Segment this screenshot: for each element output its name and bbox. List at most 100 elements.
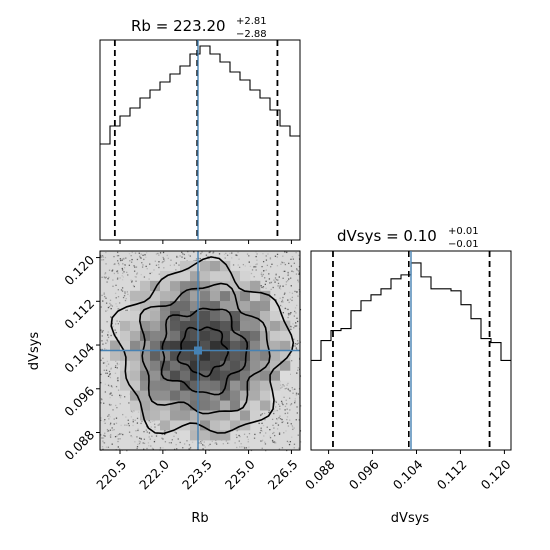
scatter-point — [295, 273, 298, 275]
scatter-point — [289, 409, 291, 411]
scatter-point — [102, 437, 105, 439]
density-cell — [260, 290, 271, 302]
density-cell — [260, 390, 271, 401]
density-cell — [250, 280, 261, 292]
scatter-point — [211, 440, 213, 443]
scatter-point — [132, 421, 134, 423]
density-cell — [230, 420, 241, 431]
scatter-point — [136, 258, 139, 261]
density-cell — [180, 260, 191, 272]
scatter-point — [116, 251, 119, 254]
scatter-point — [124, 396, 126, 398]
scatter-point — [269, 257, 272, 259]
scatter-point — [105, 310, 107, 312]
scatter-point — [117, 446, 119, 448]
scatter-point — [153, 420, 155, 422]
hist-dvsys-bar — [491, 343, 501, 450]
scatter-point — [293, 443, 296, 445]
scatter-point — [139, 441, 141, 443]
density-cell — [190, 340, 201, 351]
scatter-point — [255, 263, 257, 266]
scatter-point — [102, 448, 104, 450]
scatter-point — [103, 276, 106, 278]
y-tick-label-dvsys: 0.088 — [61, 427, 97, 463]
scatter-point — [145, 429, 147, 431]
scatter-point — [268, 278, 271, 280]
scatter-point — [277, 285, 279, 287]
density-cell — [230, 340, 241, 351]
scatter-point — [289, 441, 292, 443]
scatter-point — [214, 442, 216, 444]
scatter-point — [263, 435, 265, 437]
scatter-point — [275, 274, 277, 276]
scatter-point — [176, 256, 179, 259]
scatter-point — [117, 296, 120, 298]
scatter-point — [178, 264, 180, 266]
scatter-point — [154, 439, 156, 441]
scatter-point — [122, 296, 125, 299]
density-cell — [230, 380, 241, 391]
density-cell — [220, 270, 231, 282]
scatter-point — [243, 447, 246, 449]
scatter-point — [116, 278, 119, 280]
scatter-point — [283, 396, 285, 398]
density-cell — [150, 390, 161, 401]
density-cell — [220, 280, 231, 292]
density-cell — [240, 320, 251, 331]
scatter-point — [107, 336, 110, 338]
scatter-point — [272, 286, 274, 289]
scatter-point — [215, 443, 218, 445]
x-axis-label-dvsys: dVsys — [391, 511, 430, 526]
scatter-point — [162, 256, 164, 259]
scatter-point — [117, 438, 119, 440]
y-tick-label-dvsys: 0.096 — [61, 383, 97, 419]
scatter-point — [285, 308, 288, 310]
scatter-point — [265, 449, 267, 452]
density-cell — [220, 340, 231, 351]
density-cell — [190, 310, 201, 321]
scatter-point — [288, 278, 290, 280]
scatter-point — [253, 437, 256, 439]
scatter-point — [281, 447, 284, 449]
scatter-point — [291, 426, 294, 428]
density-cell — [190, 420, 201, 431]
scatter-point — [119, 397, 122, 399]
scatter-point — [262, 287, 265, 289]
title-dvsys: dVsys = 0.10 +0.01 −0.01 — [337, 226, 479, 250]
density-cell — [210, 370, 221, 381]
scatter-point — [144, 254, 146, 256]
density-cell — [170, 300, 181, 311]
scatter-point — [264, 441, 266, 443]
scatter-point — [117, 364, 119, 366]
density-cell — [280, 340, 291, 351]
density-cell — [160, 360, 171, 371]
scatter-point — [104, 435, 106, 437]
x-tick-label-dvsys: 0.096 — [346, 457, 382, 493]
scatter-point — [204, 446, 206, 448]
scatter-point — [114, 329, 116, 331]
scatter-point — [134, 252, 137, 254]
scatter-point — [107, 375, 110, 377]
density-cell — [270, 310, 281, 321]
scatter-point — [261, 430, 263, 432]
scatter-point — [255, 255, 257, 258]
scatter-point — [282, 270, 285, 273]
density-cell — [210, 270, 221, 282]
density-cell — [200, 300, 211, 311]
scatter-point — [138, 252, 140, 254]
scatter-point — [277, 424, 280, 426]
density-cell — [280, 320, 291, 331]
scatter-point — [296, 268, 298, 270]
scatter-point — [163, 258, 165, 260]
scatter-point — [104, 383, 106, 385]
scatter-point — [189, 447, 192, 450]
scatter-point — [127, 419, 129, 421]
scatter-point — [265, 255, 267, 257]
scatter-point — [103, 362, 106, 364]
scatter-point — [136, 272, 139, 274]
hist-dvsys-bar — [471, 319, 481, 450]
scatter-point — [121, 267, 123, 270]
scatter-point — [115, 385, 118, 388]
scatter-point — [161, 433, 163, 435]
scatter-point — [131, 436, 133, 438]
